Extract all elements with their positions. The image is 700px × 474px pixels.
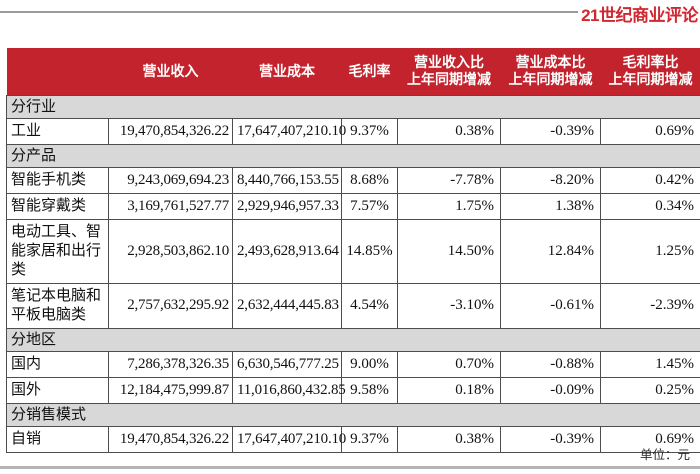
table-row: 电动工具、智能家居和出行类 2,928,503,862.10 2,493,628,9… — [6, 218, 700, 284]
header-cell-cost: 营业成本 — [232, 48, 342, 95]
cell-value: 0.70% — [397, 350, 501, 378]
cell-value: 17,647,407,210.10 — [232, 425, 346, 453]
row-label: 智能手机类 — [6, 166, 109, 194]
row-label: 国外 — [6, 376, 109, 404]
cell-value: 14.85% — [341, 218, 398, 284]
section-row: 分产品 — [6, 143, 700, 168]
table-row: 国外 12,184,475,999.87 11,016,860,432.85 9.58… — [6, 376, 700, 404]
row-label: 工业 — [6, 117, 109, 145]
table-header: 营业收入 营业成本 毛利率 营业收入比 上年同期增减 营业成本比 上年同期增减 … — [6, 48, 700, 95]
header-cell-gross-margin: 毛利率 — [341, 48, 398, 95]
header-cell-blank — [6, 48, 109, 95]
row-label: 智能穿戴类 — [6, 192, 109, 220]
table-row: 工业 19,470,854,326.22 17,647,407,210.10 9.37… — [6, 117, 700, 145]
header-cell-margin-yoy: 毛利率比 上年同期增减 — [600, 48, 700, 95]
section-row: 分行业 — [6, 94, 700, 119]
cell-value: 0.69% — [600, 117, 700, 145]
cell-value: -7.78% — [397, 166, 501, 194]
cell-value: 7.57% — [341, 192, 398, 220]
cell-value: 17,647,407,210.10 — [232, 117, 346, 145]
cell-value: 12,184,475,999.87 — [108, 376, 233, 404]
cell-value: -0.39% — [500, 117, 601, 145]
cell-value: -0.61% — [500, 282, 601, 329]
header-cell-revenue: 营业收入 — [108, 48, 233, 95]
section-row: 分地区 — [6, 327, 700, 352]
cell-value: 19,470,854,326.22 — [108, 425, 233, 453]
unit-note: 单位：元 — [639, 448, 690, 462]
row-label: 电动工具、智能家居和出行类 — [6, 218, 109, 284]
cell-value: 2,632,444,445.83 — [232, 282, 342, 329]
financial-table: 营业收入 营业成本 毛利率 营业收入比 上年同期增减 营业成本比 上年同期增减 … — [6, 48, 700, 453]
cell-value: 0.18% — [397, 376, 501, 404]
cell-value: 0.34% — [600, 192, 700, 220]
cell-value: 2,493,628,913.64 — [232, 218, 342, 284]
section-title: 分产品 — [6, 143, 700, 168]
cell-value: 2,929,946,957.33 — [232, 192, 342, 220]
cell-value: -8.20% — [500, 166, 601, 194]
table-header-row: 营业收入 营业成本 毛利率 营业收入比 上年同期增减 营业成本比 上年同期增减 … — [6, 48, 700, 95]
section-title: 分地区 — [6, 327, 700, 352]
cell-value: 8,440,766,153.55 — [232, 166, 342, 194]
section-title: 分行业 — [6, 94, 700, 119]
cell-value: 4.54% — [341, 282, 398, 329]
table-row: 自销 19,470,854,326.22 17,647,407,210.10 9.37… — [6, 425, 700, 453]
cell-value: -0.88% — [500, 350, 601, 378]
cell-value: 0.25% — [600, 376, 700, 404]
publication-logo: 21世纪商业评论 — [581, 6, 698, 25]
cell-value: -3.10% — [397, 282, 501, 329]
header-divider-line — [0, 11, 578, 13]
table-row: 国内 7,286,378,326.35 6,630,546,777.25 9.00% 0… — [6, 350, 700, 378]
row-label: 笔记本电脑和平板电脑类 — [6, 282, 109, 329]
cell-value: 19,470,854,326.22 — [108, 117, 233, 145]
cell-value: 0.69% — [600, 425, 700, 453]
cell-value: 2,757,632,295.92 — [108, 282, 233, 329]
cell-value: -0.39% — [500, 425, 601, 453]
cell-value: 7,286,378,326.35 — [108, 350, 233, 378]
cell-value: 14.50% — [397, 218, 501, 284]
cell-value: 6,630,546,777.25 — [232, 350, 342, 378]
header-cell-cost-yoy: 营业成本比 上年同期增减 — [500, 48, 601, 95]
row-label: 国内 — [6, 350, 109, 378]
cell-value: 9,243,069,694.23 — [108, 166, 233, 194]
table-row: 智能手机类 9,243,069,694.23 8,440,766,153.55 8.6… — [6, 166, 700, 194]
section-row: 分销售模式 — [6, 402, 700, 427]
cell-value: -0.09% — [500, 376, 601, 404]
cell-value: 1.45% — [600, 350, 700, 378]
table-row: 笔记本电脑和平板电脑类 2,757,632,295.92 2,632,444,445… — [6, 282, 700, 329]
cell-value: 11,016,860,432.85 — [232, 376, 346, 404]
cell-value: 9.37% — [341, 425, 398, 453]
cell-value: 8.68% — [341, 166, 398, 194]
cell-value: 9.58% — [341, 376, 398, 404]
cell-value: 3,169,761,527.77 — [108, 192, 233, 220]
section-title: 分销售模式 — [6, 402, 700, 427]
cell-value: 0.38% — [397, 425, 501, 453]
header-cell-revenue-yoy: 营业收入比 上年同期增减 — [397, 48, 501, 95]
cell-value: 2,928,503,862.10 — [108, 218, 233, 284]
table-row: 智能穿戴类 3,169,761,527.77 2,929,946,957.33 7.5… — [6, 192, 700, 220]
cell-value: 1.25% — [600, 218, 700, 284]
cell-value: -2.39% — [600, 282, 700, 329]
cell-value: 1.75% — [397, 192, 501, 220]
cell-value: 9.37% — [341, 117, 398, 145]
row-label: 自销 — [6, 425, 109, 453]
footer-divider-line — [0, 466, 700, 469]
table-body: 分行业 工业 19,470,854,326.22 17,647,407,210.10 9… — [6, 94, 700, 453]
cell-value: 0.38% — [397, 117, 501, 145]
cell-value: 1.38% — [500, 192, 601, 220]
cell-value: 9.00% — [341, 350, 398, 378]
cell-value: 0.42% — [600, 166, 700, 194]
cell-value: 12.84% — [500, 218, 601, 284]
